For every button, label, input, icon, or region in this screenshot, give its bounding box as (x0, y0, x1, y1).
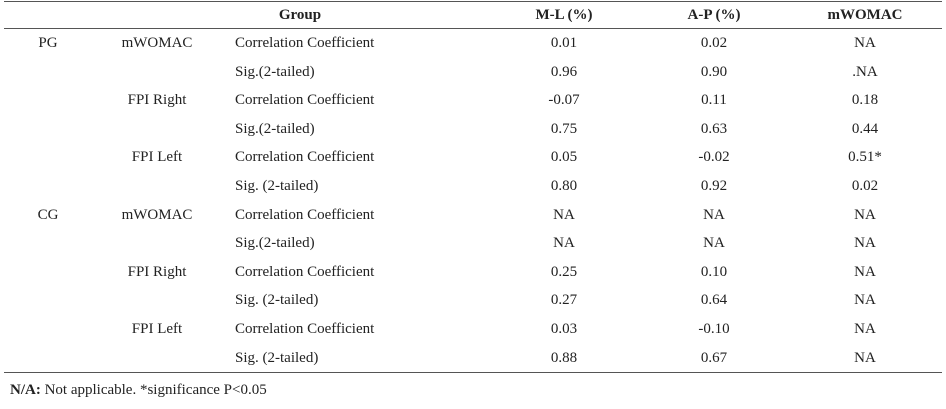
header-mwomac: mWOMAC (827, 7, 903, 23)
bottom-rule (4, 372, 942, 373)
statistic-cell: Sig. (2-tailed) (235, 292, 319, 308)
ml-cell: -0.07 (548, 92, 580, 108)
variable-cell: FPI Left (131, 321, 183, 337)
ap-cell: 0.11 (701, 92, 727, 108)
footnote-text: Not applicable. *significance P<0.05 (40, 382, 267, 398)
ap-cell: 0.02 (700, 35, 728, 51)
statistic-cell: Sig. (2-tailed) (235, 178, 319, 194)
ml-cell: 0.96 (550, 64, 578, 80)
ap-cell: 0.64 (700, 292, 728, 308)
footnote-abbr: N/A: (10, 382, 41, 398)
ap-cell: 0.92 (700, 178, 728, 194)
group-cell: PG (38, 35, 58, 51)
ap-cell: 0.67 (700, 350, 728, 366)
ap-cell: -0.10 (698, 321, 730, 337)
statistic-cell: Correlation Coefficient (235, 35, 375, 51)
mwomac-cell: NA (854, 321, 876, 337)
ap-cell: -0.02 (698, 149, 730, 165)
mwomac-cell: NA (854, 292, 876, 308)
ml-cell: 0.05 (550, 149, 578, 165)
header-rule (4, 28, 942, 29)
statistic-cell: Correlation Coefficient (235, 207, 375, 223)
mwomac-cell: 0.02 (851, 178, 879, 194)
mwomac-cell: 0.51* (848, 149, 882, 165)
ap-cell: 0.90 (700, 64, 728, 80)
mwomac-cell: NA (854, 207, 876, 223)
ml-cell: 0.01 (550, 35, 578, 51)
statistic-cell: Correlation Coefficient (235, 321, 375, 337)
ml-cell: 0.88 (550, 350, 578, 366)
ap-cell: NA (703, 235, 725, 251)
statistic-cell: Sig.(2-tailed) (235, 64, 315, 80)
header-ml: M-L (%) (535, 7, 593, 23)
mwomac-cell: 0.44 (851, 121, 879, 137)
mwomac-cell: NA (854, 350, 876, 366)
statistic-cell: Sig.(2-tailed) (235, 235, 315, 251)
mwomac-cell: .NA (852, 64, 878, 80)
mwomac-cell: 0.18 (851, 92, 879, 108)
ml-cell: NA (553, 235, 575, 251)
mwomac-cell: NA (854, 35, 876, 51)
statistic-cell: Correlation Coefficient (235, 264, 375, 280)
ml-cell: 0.25 (550, 264, 578, 280)
variable-cell: FPI Right (127, 92, 187, 108)
ap-cell: 0.10 (700, 264, 728, 280)
variable-cell: mWOMAC (121, 35, 193, 51)
statistic-cell: Sig. (2-tailed) (235, 350, 319, 366)
statistic-cell: Sig.(2-tailed) (235, 121, 315, 137)
statistic-cell: Correlation Coefficient (235, 149, 375, 165)
ml-cell: 0.27 (550, 292, 578, 308)
ap-cell: 0.63 (700, 121, 728, 137)
top-rule (4, 1, 942, 2)
mwomac-cell: NA (854, 264, 876, 280)
header-group: Group (278, 7, 322, 23)
variable-cell: FPI Left (131, 149, 183, 165)
ml-cell: 0.75 (550, 121, 578, 137)
ml-cell: NA (553, 207, 575, 223)
variable-cell: mWOMAC (121, 207, 193, 223)
header-ap: A-P (%) (687, 7, 741, 23)
mwomac-cell: NA (854, 235, 876, 251)
variable-cell: FPI Right (127, 264, 187, 280)
group-cell: CG (37, 207, 59, 223)
ap-cell: NA (703, 207, 725, 223)
footnote: N/A: Not applicable. *significance P<0.0… (10, 381, 267, 399)
ml-cell: 0.03 (550, 321, 578, 337)
ml-cell: 0.80 (550, 178, 578, 194)
statistic-cell: Correlation Coefficient (235, 92, 375, 108)
